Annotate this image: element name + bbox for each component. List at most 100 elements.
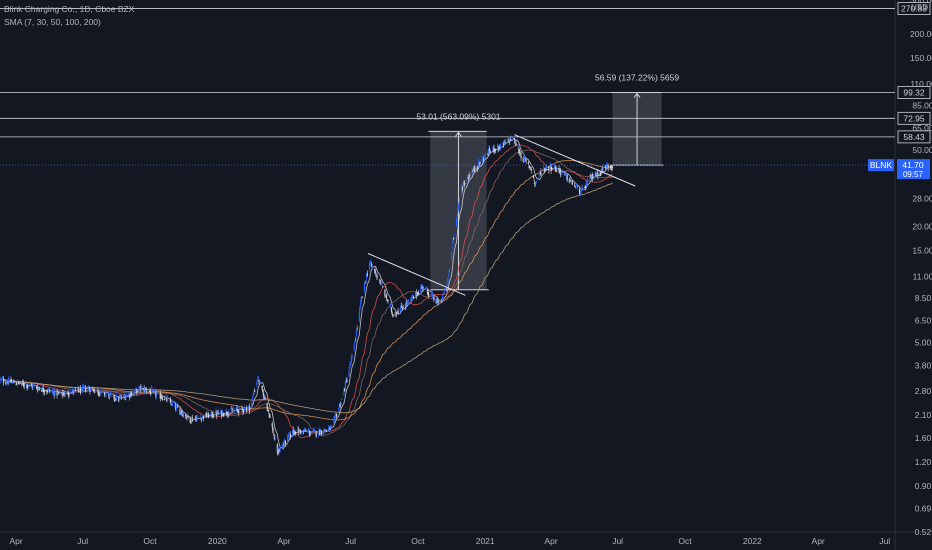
candle-body <box>435 301 437 303</box>
candle-body <box>128 394 131 398</box>
y-tick-label: 28.00 <box>912 193 932 203</box>
candle-body <box>267 407 269 409</box>
candle-body <box>463 183 465 184</box>
indicator-legend[interactable]: SMA (7, 30, 50, 100, 200) <box>4 17 101 27</box>
candle-body <box>543 166 545 169</box>
candle-body <box>407 299 409 303</box>
candle-body <box>156 393 158 396</box>
candle-body <box>538 177 540 179</box>
candle-body <box>386 299 388 301</box>
x-tick-label: Oct <box>678 536 692 546</box>
candle-body <box>150 391 152 395</box>
x-tick-label: Jul <box>612 536 623 546</box>
candle-body <box>164 397 166 399</box>
candle-body <box>524 159 527 160</box>
candle-body <box>104 392 106 396</box>
candle-body <box>556 167 558 169</box>
candle-body <box>348 370 350 377</box>
candle-body <box>540 171 542 176</box>
candle-body <box>120 396 122 399</box>
candle-body <box>61 391 63 396</box>
candle-body <box>308 431 311 435</box>
candle-body <box>309 432 311 434</box>
candle-body <box>410 297 412 300</box>
candle-body <box>148 390 150 392</box>
candle-body <box>126 395 128 398</box>
candle-body <box>559 170 561 172</box>
candle-body <box>284 440 287 445</box>
candle-body <box>52 391 55 392</box>
symbol-label: BLNK <box>870 160 893 170</box>
candle-body <box>488 148 490 155</box>
candle-body <box>451 247 453 249</box>
candle-body <box>0 378 3 380</box>
candle-body <box>423 288 425 289</box>
candle-body <box>226 412 228 415</box>
candle-body <box>370 261 372 264</box>
candle-body <box>72 391 74 393</box>
candle-body <box>453 237 455 239</box>
candle-body <box>93 389 95 392</box>
candle-body <box>166 398 168 401</box>
candle-body <box>401 305 403 308</box>
candle-body <box>170 403 172 406</box>
candle-body <box>259 380 261 384</box>
candle-body <box>33 385 35 387</box>
candle-body <box>33 385 35 386</box>
candle-body <box>47 389 49 391</box>
y-tick-label: 110.00 <box>910 79 932 89</box>
candle-body <box>83 387 85 388</box>
candle-body <box>57 391 60 393</box>
candle-body <box>335 414 337 416</box>
candle-body <box>37 387 39 389</box>
candle-body <box>262 389 264 392</box>
candle-body <box>253 392 255 395</box>
candle-body <box>493 147 495 153</box>
candle-body <box>288 435 290 437</box>
time-axis[interactable]: Apr Jul Oct 2020 Apr Jul Oct 2021 Apr Jul Oct 2022 A… <box>9 536 890 546</box>
candle-body <box>596 170 598 176</box>
candle-body <box>385 292 387 297</box>
candle-body <box>191 417 193 422</box>
candle-body <box>267 409 270 412</box>
candle-body <box>63 392 65 396</box>
candle-body <box>502 143 505 146</box>
candle-body <box>64 391 66 395</box>
candle-body <box>344 388 346 392</box>
y-tick-label: 85.00 <box>912 101 932 111</box>
y-tick-label: 150.00 <box>910 53 932 63</box>
candle-body <box>10 379 12 383</box>
candle-body <box>297 427 299 432</box>
candlesticks <box>0 135 614 456</box>
candle-body <box>52 391 54 392</box>
candle-body <box>256 378 259 380</box>
candle-body <box>302 430 304 434</box>
candle-body <box>278 450 281 452</box>
candle-body <box>483 158 485 162</box>
candle-body <box>115 394 117 400</box>
candle-body <box>433 296 435 300</box>
candle-body <box>551 168 553 171</box>
candle-body <box>469 174 471 177</box>
candle-body <box>430 294 432 295</box>
candle-body <box>341 398 343 400</box>
candle-body <box>130 392 132 397</box>
candle-body <box>535 180 538 183</box>
candle-body <box>345 380 347 383</box>
candle-body <box>448 268 450 273</box>
candle-body <box>548 167 550 171</box>
candle-body <box>428 294 430 296</box>
candle-body <box>477 166 479 169</box>
candle-body <box>319 429 321 436</box>
candle-body <box>464 182 466 185</box>
candle-body <box>77 388 79 391</box>
candle-body <box>426 289 428 292</box>
candle-body <box>213 416 215 418</box>
candle-body <box>99 392 101 394</box>
candle-body <box>13 380 15 384</box>
candle-body <box>289 432 291 437</box>
candle-body <box>287 434 289 438</box>
